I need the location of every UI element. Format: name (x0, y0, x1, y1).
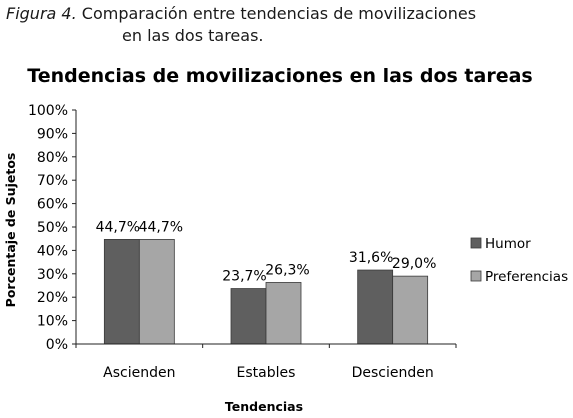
bar-humor-ascienden (103, 239, 140, 345)
x-axis-labels: Ascienden Estables Descienden (75, 344, 457, 381)
legend-swatch-humor (470, 237, 482, 249)
x-tick-label: Ascienden (103, 365, 175, 381)
y-tick-label: 50% (37, 220, 68, 236)
data-label: 23,7% (222, 269, 266, 285)
data-label: 44,7% (139, 219, 183, 235)
caption-line-2: en las dos tareas. (122, 26, 264, 45)
y-tick-label: 100% (28, 103, 68, 119)
bars-group (103, 239, 429, 345)
bar-humor-descienden (357, 269, 394, 345)
data-label: 31,6% (349, 250, 393, 266)
legend: Humor Preferencias (470, 236, 568, 285)
data-label: 44,7% (96, 219, 140, 235)
legend-label-preferencias: Preferencias (485, 269, 568, 285)
y-tick-label: 0% (46, 337, 68, 353)
y-axis-title: Porcentaje de Sujetos (3, 153, 18, 308)
y-tick-label: 30% (37, 267, 68, 283)
legend-swatch-preferencias (470, 270, 482, 282)
caption-prefix: Figura 4. (6, 4, 77, 23)
caption-text: Comparación entre tendencias de moviliza… (81, 4, 477, 23)
data-labels-group: 44,7%44,7% 23,7%26,3% 31,6%29,0% (96, 219, 437, 284)
data-label: 29,0% (392, 256, 436, 272)
chart-title: Tendencias de movilizaciones en las dos … (27, 65, 532, 87)
bar-preferencias-estables (265, 282, 302, 345)
bar-preferencias-descienden (392, 275, 429, 345)
y-axis-ticks: 0% 10% 20% 30% 40% 50% 60% 70% 80% 90% 100% (28, 103, 76, 353)
x-tick-label: Estables (237, 365, 296, 381)
y-tick-label: 80% (37, 150, 68, 166)
y-tick-label: 20% (37, 290, 68, 306)
y-tick-label: 60% (37, 197, 68, 213)
y-tick-label: 40% (37, 243, 68, 259)
x-tick-label: Descienden (352, 365, 434, 381)
bar-humor-estables (230, 288, 267, 345)
legend-label-humor: Humor (485, 236, 531, 252)
x-axis-title: Tendencias (225, 399, 303, 414)
data-label: 26,3% (265, 262, 309, 278)
y-tick-label: 90% (37, 126, 68, 142)
y-tick-label: 10% (37, 314, 68, 330)
y-tick-label: 70% (37, 173, 68, 189)
caption-line-1: Figura 4. Comparación entre tendencias d… (6, 4, 476, 23)
bar-preferencias-ascienden (138, 239, 175, 345)
